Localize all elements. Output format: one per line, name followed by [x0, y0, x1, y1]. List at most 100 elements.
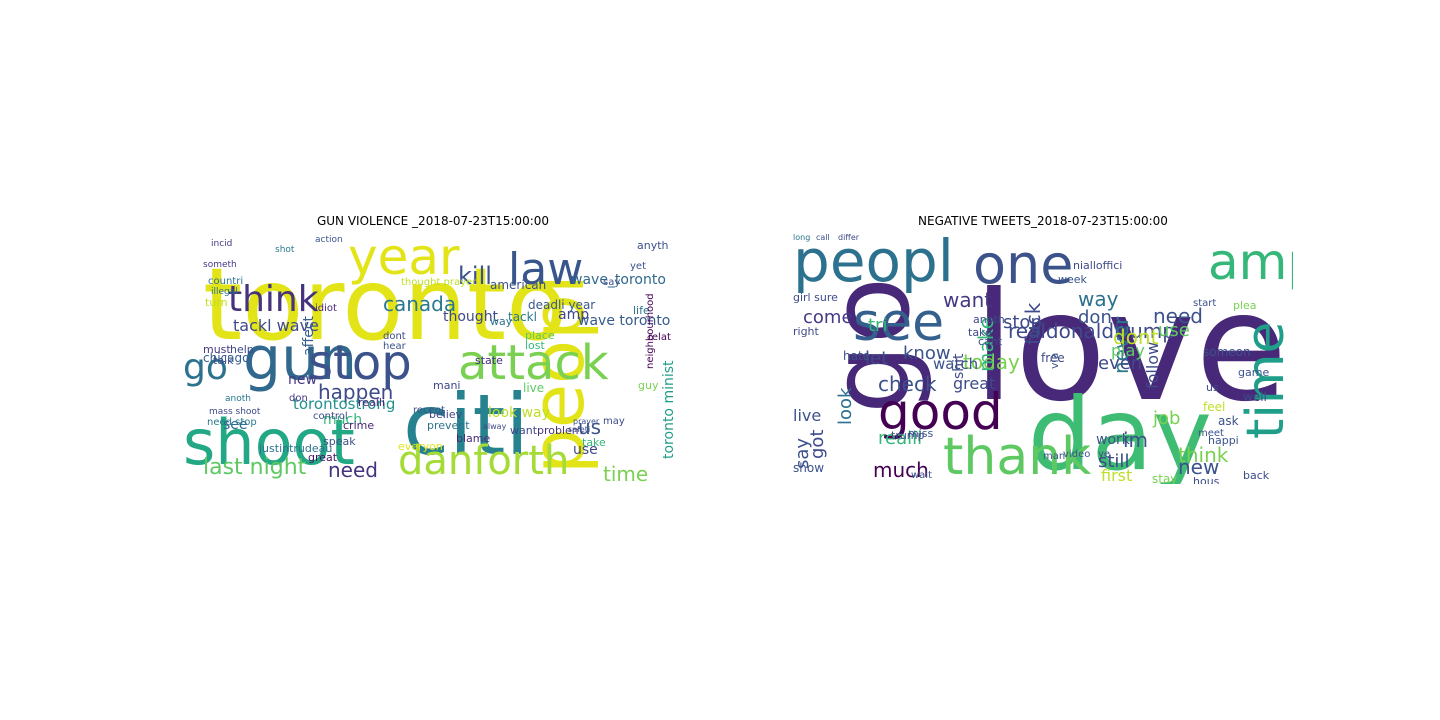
word-shit: shit — [951, 353, 967, 379]
word-yet: yet — [630, 261, 646, 272]
word-amp: amp — [1208, 233, 1293, 291]
word-lost: lost — [525, 339, 546, 352]
word-affect: affect — [301, 315, 317, 356]
word-new: new — [1178, 455, 1219, 479]
word-think: think — [1178, 443, 1229, 467]
word-work: work — [1096, 432, 1131, 448]
word-game: game — [1238, 366, 1269, 379]
word-neighbourhood: neighbourhood — [645, 293, 656, 369]
word-right: right — [793, 325, 820, 338]
word-justintrudeau: justintrudeau — [258, 442, 332, 455]
word-tackl-wave: tackl wave — [233, 316, 319, 335]
word-follow: follow — [1143, 342, 1162, 389]
word-safeti: safeti — [568, 425, 590, 434]
word-wave-toronto: wave toronto — [578, 313, 670, 329]
word-take: take — [582, 436, 606, 449]
word-don: don — [289, 393, 308, 404]
word-happen: happen — [318, 380, 393, 404]
word-place: place — [525, 329, 555, 342]
word-ye: ye — [1098, 449, 1110, 460]
word-thought-prayer: thought prayer — [401, 277, 477, 288]
word-let: let — [865, 348, 888, 369]
word-law: law — [508, 244, 583, 295]
word-use: use — [573, 442, 598, 458]
word-show: show — [793, 461, 824, 475]
word-free: free — [1041, 351, 1065, 365]
word-problem: problem — [537, 424, 583, 437]
word-day: day — [1028, 376, 1212, 484]
word-via: via — [1048, 353, 1061, 369]
word-want: want — [943, 288, 992, 312]
word-state: state — [475, 354, 503, 367]
word-wait: wait — [911, 470, 932, 481]
word-still: still — [1098, 451, 1129, 472]
word-toronto-minist: toronto minist — [661, 360, 677, 459]
wordcloud-title-negative-tweets: NEGATIVE TWEETS_2018-07-23T15:00:00 — [918, 214, 1168, 228]
word-go: go — [806, 277, 934, 414]
word-may: may — [603, 416, 625, 427]
word-even: even — [1098, 353, 1142, 374]
word-mass-shoot: mass shoot — [209, 407, 261, 417]
word-time: time — [1236, 322, 1293, 439]
word-countri: countri — [208, 276, 243, 287]
word-need: need — [328, 458, 378, 482]
word-plea: plea — [1233, 299, 1257, 312]
wordcloud-title-gun-violence: GUN VIOLENCE _2018-07-23T15:00:00 — [316, 214, 550, 228]
word-one: one — [973, 233, 1074, 296]
word-tackl: tackl — [508, 310, 537, 324]
word-incid: incid — [211, 239, 232, 249]
word-chicago: chicago — [203, 351, 249, 365]
word-relat: relat — [648, 332, 671, 343]
word-alway: alway — [483, 422, 507, 431]
word-idiot: idiot — [315, 303, 337, 314]
word-crime: crime — [343, 419, 374, 432]
word-attack: attack — [458, 335, 609, 391]
word-us: us — [1206, 381, 1219, 394]
word-last-night: last night — [203, 455, 307, 480]
word-great: great — [308, 451, 338, 464]
word-love: love — [973, 261, 1288, 435]
word-action: action — [315, 235, 343, 245]
word-ask: ask — [1218, 414, 1239, 428]
word-speak: speak — [323, 435, 356, 448]
word-start: start — [1193, 298, 1216, 309]
word-talk: talk — [213, 354, 234, 367]
word-check: check — [878, 372, 937, 396]
word-girl-sure: girl sure — [793, 291, 838, 304]
word-think: think — [228, 279, 319, 320]
word-fuck: fuck — [1021, 302, 1045, 345]
word-come: come — [803, 307, 853, 328]
word-never: never — [1109, 316, 1133, 374]
word-stop: stop — [308, 335, 412, 391]
word-time: time — [603, 462, 648, 484]
word-much: much — [323, 412, 362, 428]
word-tri: tri — [868, 315, 887, 336]
word-realli: realli — [878, 428, 922, 449]
word-live: live — [793, 406, 821, 425]
word-im: im — [1123, 428, 1148, 452]
word-turn: turn — [205, 296, 228, 309]
word-prayer: prayer — [573, 417, 600, 426]
word-toronto: toronto — [203, 246, 567, 363]
word-make: make — [974, 317, 998, 372]
word-much: much — [873, 458, 929, 482]
word-cant: cant — [978, 335, 1003, 348]
word-want: want — [510, 424, 538, 437]
word-need-stop: need stop — [207, 417, 257, 428]
word-recent: recent — [413, 405, 445, 416]
word-trump: trump — [891, 429, 925, 442]
word-take: take — [968, 326, 992, 339]
word-say: say — [603, 277, 620, 288]
word-know: know — [903, 343, 951, 364]
word-don: don — [1078, 307, 1112, 328]
word-way: way — [490, 315, 513, 328]
word-anoth: anoth — [225, 394, 251, 404]
word-nialloffici: nialloffici — [1073, 259, 1122, 272]
word-video: video — [1063, 449, 1090, 460]
word-anyth: anyth — [637, 239, 669, 252]
word-see: see — [223, 417, 248, 433]
word-live: live — [523, 381, 544, 395]
word-new: new — [288, 372, 317, 388]
word-say: say — [793, 438, 813, 469]
